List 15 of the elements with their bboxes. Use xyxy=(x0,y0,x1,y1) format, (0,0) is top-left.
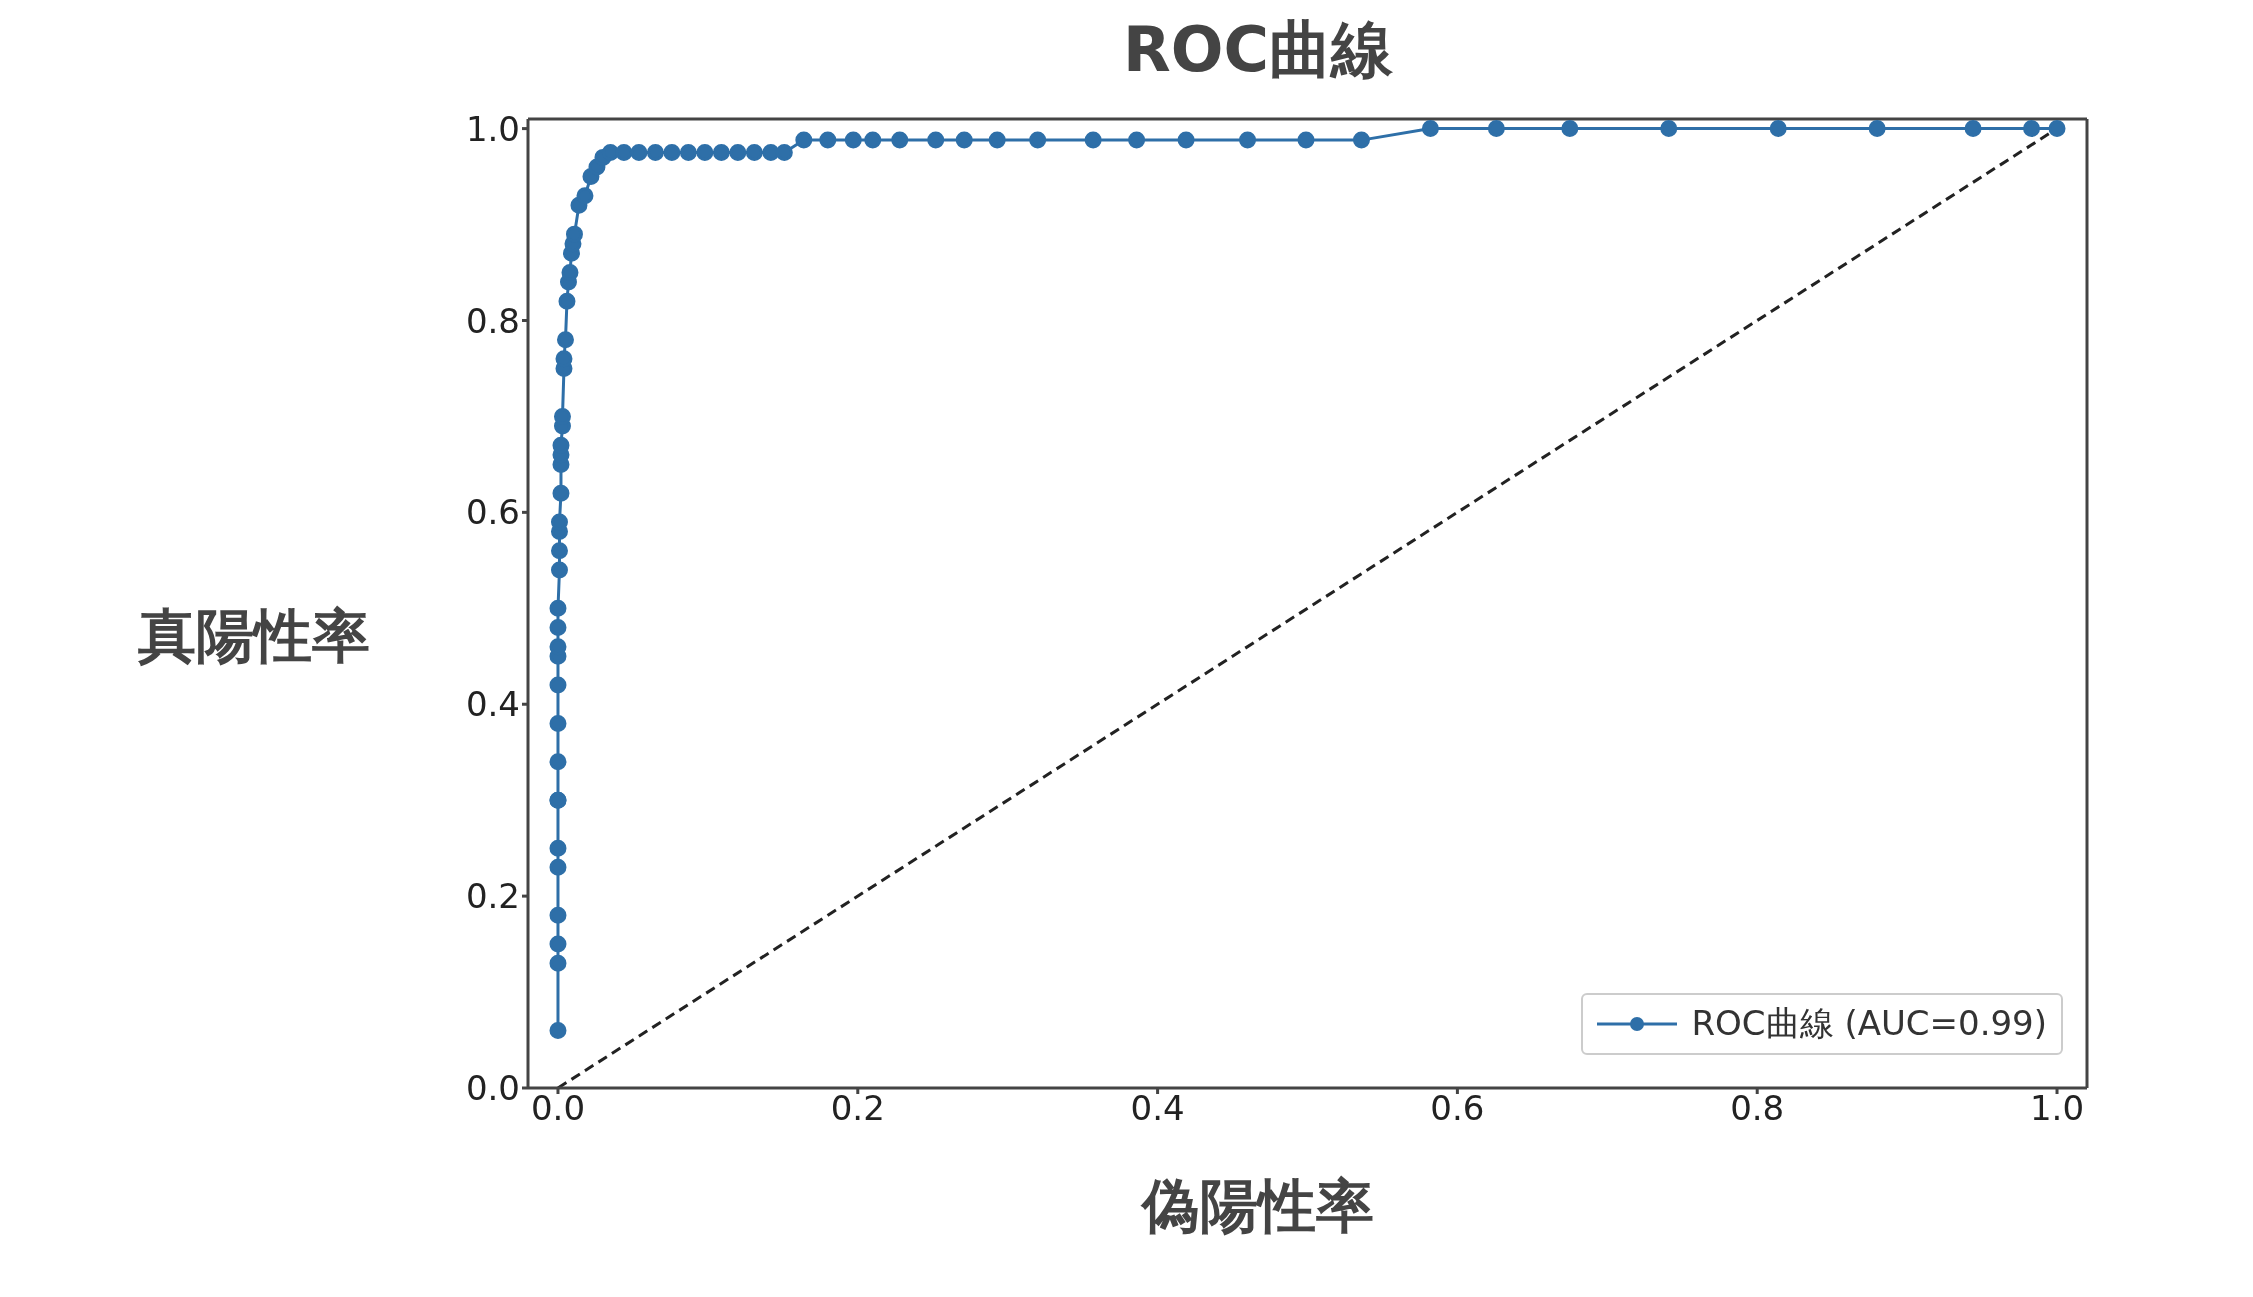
x-tick-label: 0.8 xyxy=(1730,1088,1785,1129)
chart-title: ROC曲線 xyxy=(1122,12,1394,88)
x-tick-label: 0.4 xyxy=(1130,1088,1185,1129)
x-tick-label: 1.0 xyxy=(2029,1088,2085,1129)
y-tick-label: 0.6 xyxy=(465,492,520,533)
y-axis-title: 真陽性率 xyxy=(138,601,370,672)
x-tick-label: 0.2 xyxy=(830,1088,885,1129)
x-tick-label: 0.0 xyxy=(530,1088,586,1129)
y-tick-label: 1.0 xyxy=(465,108,520,149)
y-tick-label: 0.2 xyxy=(465,876,520,917)
legend-label: ROC曲線 (AUC=0.99) xyxy=(1691,1002,2047,1045)
x-axis-title: 偽陽性率 xyxy=(1139,1171,1375,1242)
y-tick-label: 0.4 xyxy=(465,684,520,725)
y-tick-label: 0.8 xyxy=(465,300,520,341)
x-tick-label: 0.6 xyxy=(1430,1088,1485,1129)
